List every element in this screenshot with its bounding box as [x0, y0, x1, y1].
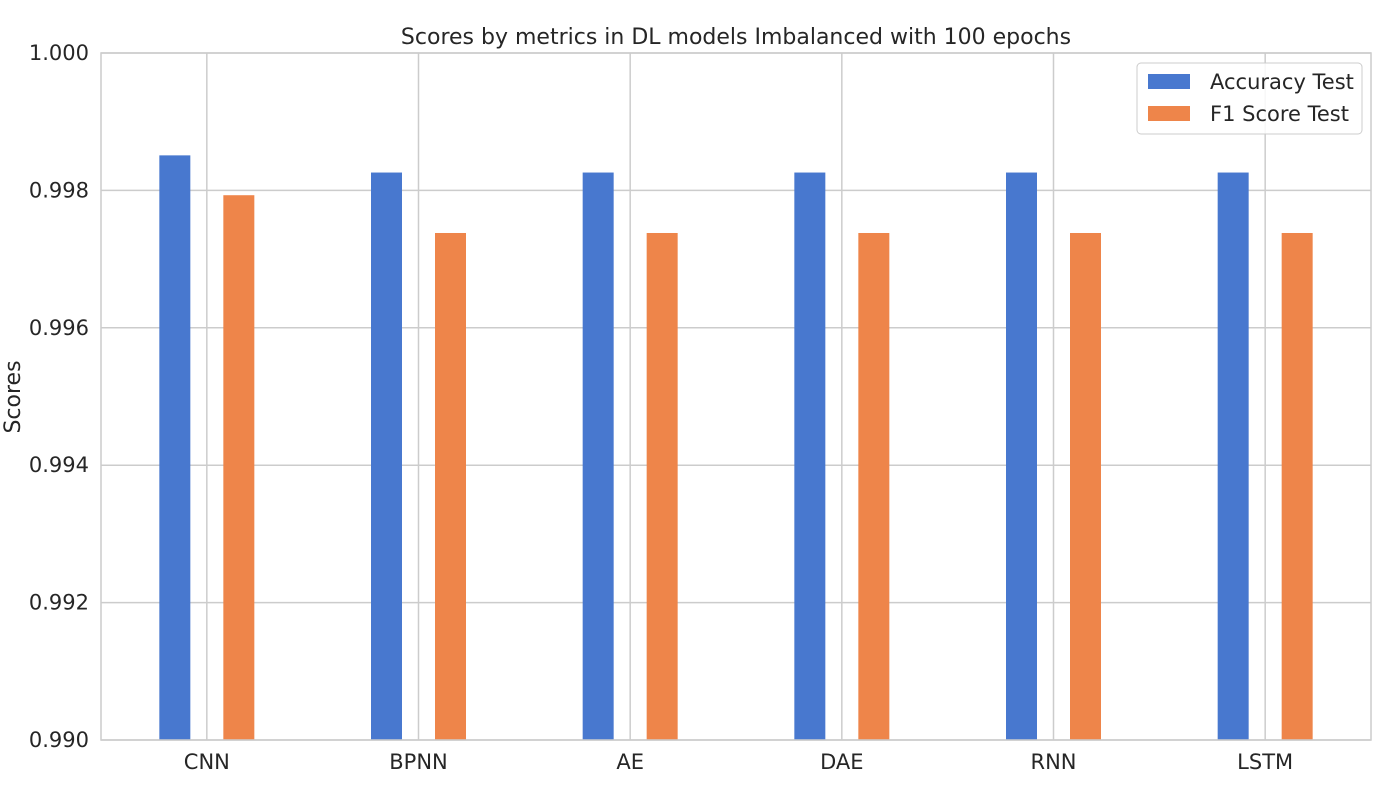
x-tick-label: LSTM	[1237, 750, 1293, 774]
x-tick-label: CNN	[184, 750, 230, 774]
x-tick-label: RNN	[1030, 750, 1076, 774]
y-tick-label: 1.000	[29, 41, 89, 65]
y-tick-label: 0.990	[29, 728, 89, 752]
y-tick-label: 0.994	[29, 453, 89, 477]
plot-background	[101, 53, 1371, 740]
legend-swatch-f1	[1148, 106, 1190, 121]
bar-f1-score-test-bpnn	[435, 232, 466, 740]
bar-accuracy-test-dae	[794, 172, 826, 741]
bars	[159, 155, 1313, 741]
y-axis-label: Scores	[1, 360, 26, 433]
y-tick-label: 0.992	[29, 591, 89, 615]
x-tick-label: BPNN	[389, 750, 448, 774]
bar-f1-score-test-cnn	[223, 195, 255, 741]
plot-frame	[100, 52, 1372, 741]
bar-f1-score-test-rnn	[1070, 232, 1101, 740]
chart-title: Scores by metrics in DL models Imbalance…	[401, 25, 1071, 50]
legend-label-accuracy: Accuracy Test	[1210, 70, 1354, 94]
bar-f1-score-test-lstm	[1281, 232, 1313, 740]
bar-f1-score-test-dae	[858, 232, 890, 740]
y-tick-label: 0.996	[29, 316, 89, 340]
x-tick-label: DAE	[820, 750, 863, 774]
bar-f1-score-test-ae	[646, 232, 678, 740]
legend-box	[1136, 62, 1363, 135]
x-tick-labels: CNN BPNN AE DAE RNN LSTM	[184, 750, 1293, 774]
bar-accuracy-test-lstm	[1217, 172, 1249, 741]
y-tick-label: 0.998	[29, 178, 89, 202]
bar-accuracy-test-ae	[582, 172, 614, 741]
legend: Accuracy Test F1 Score Test	[1136, 62, 1363, 135]
bar-accuracy-test-bpnn	[371, 172, 402, 741]
y-tick-labels: 0.990 0.992 0.994 0.996 0.998 1.000	[29, 41, 89, 752]
bar-accuracy-test-rnn	[1006, 172, 1037, 741]
legend-swatch-accuracy	[1148, 74, 1190, 89]
legend-label-f1: F1 Score Test	[1210, 102, 1349, 126]
x-tick-label: AE	[616, 750, 644, 774]
bar-accuracy-test-cnn	[159, 155, 191, 740]
